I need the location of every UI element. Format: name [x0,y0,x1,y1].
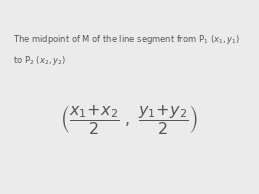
Text: to $\mathrm{P}_2$ $(x_2, y_2)$: to $\mathrm{P}_2$ $(x_2, y_2)$ [13,54,66,67]
Text: $\left( \dfrac{x_1\!+\! x_2}{2} \ , \ \dfrac{y_1\!+\! y_2}{2} \right)$: $\left( \dfrac{x_1\!+\! x_2}{2} \ , \ \d… [60,103,199,137]
Text: The midpoint of M of the line segment from $\mathrm{P}_1$ $(x_1, y_1)$: The midpoint of M of the line segment fr… [13,33,240,46]
